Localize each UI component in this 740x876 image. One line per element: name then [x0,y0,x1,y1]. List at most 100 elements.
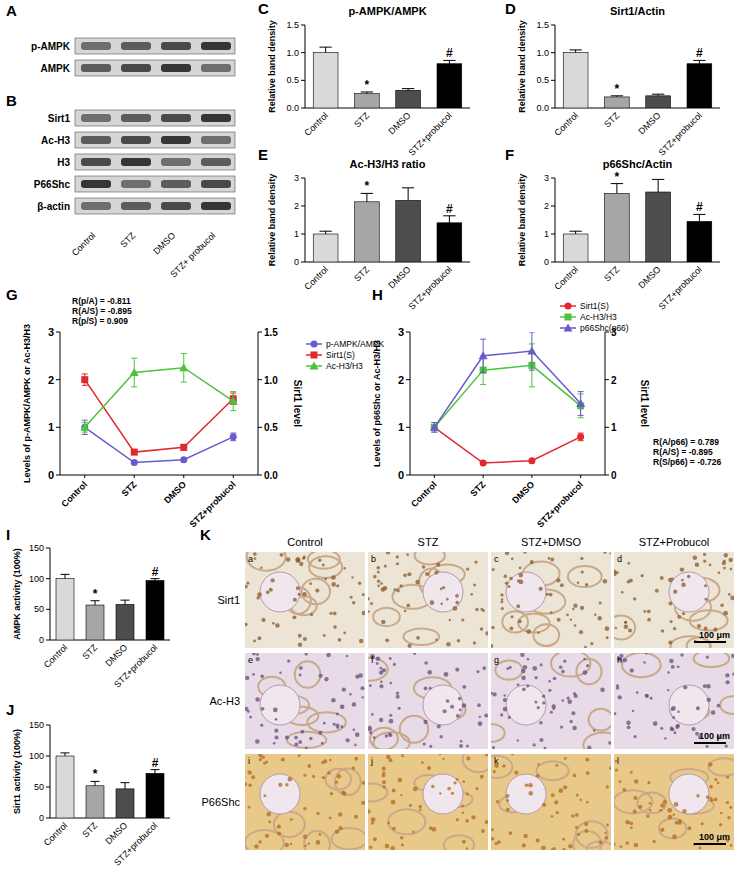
nucleus [722,561,726,565]
glomerulus [260,572,300,612]
nucleus [451,792,454,795]
nucleus [265,760,268,763]
nucleus [559,665,563,669]
nucleus [269,588,273,592]
nucleus [717,782,720,785]
tissue [245,754,365,850]
category-label: STZ [602,264,621,283]
tick [551,178,555,179]
nucleus [563,660,566,663]
lane-label: STZ [118,230,137,249]
nucleus [503,707,508,712]
nucleus [369,684,372,687]
nucleus [298,643,303,648]
nucleus [430,600,435,605]
category-label: STZ+probucol [657,264,704,311]
nucleus [455,594,459,598]
nucleus [505,552,509,555]
nucleus [633,796,637,800]
nucleus [584,646,587,648]
nucleus [638,805,642,809]
nucleus [574,624,577,627]
nucleus [245,623,248,626]
axis-title: Levels of p66Shc or Ac-H3/H3 [372,340,382,467]
nucleus [629,579,633,583]
nucleus [413,653,416,655]
nucleus [397,778,402,783]
nucleus [572,726,576,730]
category-label: Control [302,264,330,292]
nucleus [335,781,338,784]
nucleus [546,593,549,596]
tick-label: 1.0 [264,375,278,386]
nucleus [567,697,570,700]
tick [531,475,532,478]
nucleus [727,816,731,820]
nucleus [352,729,355,732]
nucleus [427,670,432,675]
axis-title: Relative band density [517,174,527,267]
tick-label: 1 [48,421,54,433]
nucleus [548,680,551,683]
category-label: STZ+probucol [535,479,585,529]
nucleus [360,686,364,690]
nucleus [653,721,658,726]
nucleus [587,746,591,749]
nucleus [556,578,560,582]
error-cap [82,434,88,435]
panel-letter: d [617,554,622,564]
error-stem [616,184,617,194]
nucleus [331,582,336,587]
nucleus [586,801,589,804]
nucleus [492,568,495,571]
nucleus [671,578,674,581]
nucleus [329,759,332,762]
nucleus [704,584,707,587]
bar [146,773,164,818]
nucleus [455,601,459,605]
micrograph [368,754,488,850]
nucleus [354,757,358,761]
nucleus [396,555,399,558]
nucleus [485,754,488,756]
nucleus [599,841,603,845]
nucleus [643,661,646,664]
nucleus [456,714,460,718]
tick-label: 3 [398,326,404,338]
error-bar [151,579,160,581]
error-bar [402,188,414,201]
nucleus [446,642,450,646]
nucleus [261,707,265,711]
nucleus [695,563,699,567]
marker [311,341,318,348]
y-axis [60,332,61,475]
nucleus [630,771,633,774]
nucleus [392,827,396,831]
significance: # [152,756,159,770]
micrograph [491,754,611,850]
nucleus [392,788,396,792]
error-stem [65,574,66,578]
nucleus [674,731,677,734]
error-bar [652,94,664,96]
category-label: STZ [80,642,99,661]
tick [301,262,305,263]
tubule [388,809,425,834]
nucleus [625,841,629,845]
nucleus [335,829,339,833]
y-axis [50,548,51,640]
bar-chart: 0123p66Shc/ActinRelative band densityCon… [517,158,720,312]
nucleus [406,604,410,608]
nucleus [622,788,626,792]
nucleus [318,674,322,678]
nucleus [382,772,385,775]
nucleus [503,698,507,702]
nucleus [603,579,608,584]
nucleus [503,694,505,696]
nucleus [500,600,503,603]
panel-label: H [372,286,383,303]
bar [86,605,104,640]
nucleus [380,582,383,585]
micrograph [491,552,611,648]
scale-bar-label: 100 μm [699,630,730,640]
